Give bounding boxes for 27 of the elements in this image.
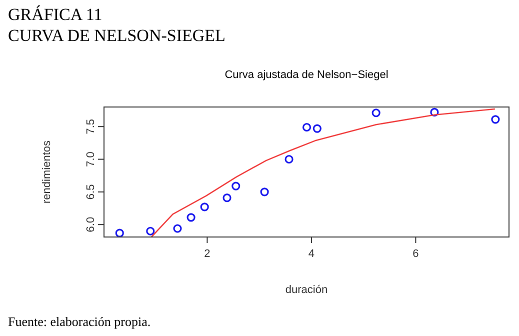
y-tick-label: 7.5 [85,118,97,134]
y-tick-label: 6.5 [85,184,97,200]
point [312,124,322,133]
source-note: Fuente: elaboración propia. [8,314,151,329]
point [222,194,232,202]
point [115,228,124,237]
point [200,202,209,212]
y-tick-label: 7.0 [85,152,97,167]
point [491,115,500,124]
chart-title: GRÁFICA 11 CURVA DE NELSON-SIEGEL [8,5,226,45]
x-tick-label: 2 [204,248,210,260]
point [173,224,182,233]
y-axis-title: rendimientos [41,140,53,204]
point [284,154,294,164]
line-series [150,108,496,237]
point [232,182,240,190]
point [302,122,312,132]
x-tick-label: 6 [412,248,419,260]
point [260,188,269,196]
point [186,213,196,222]
point [430,108,439,117]
chart-subtitle: Curva ajustada de Nelson−Siegel [224,69,388,81]
point [372,108,380,118]
point [146,226,155,236]
y-tick-label: 6.0 [85,216,97,232]
x-axis-title: duración [285,284,328,296]
x-tick-label: 4 [308,248,315,260]
